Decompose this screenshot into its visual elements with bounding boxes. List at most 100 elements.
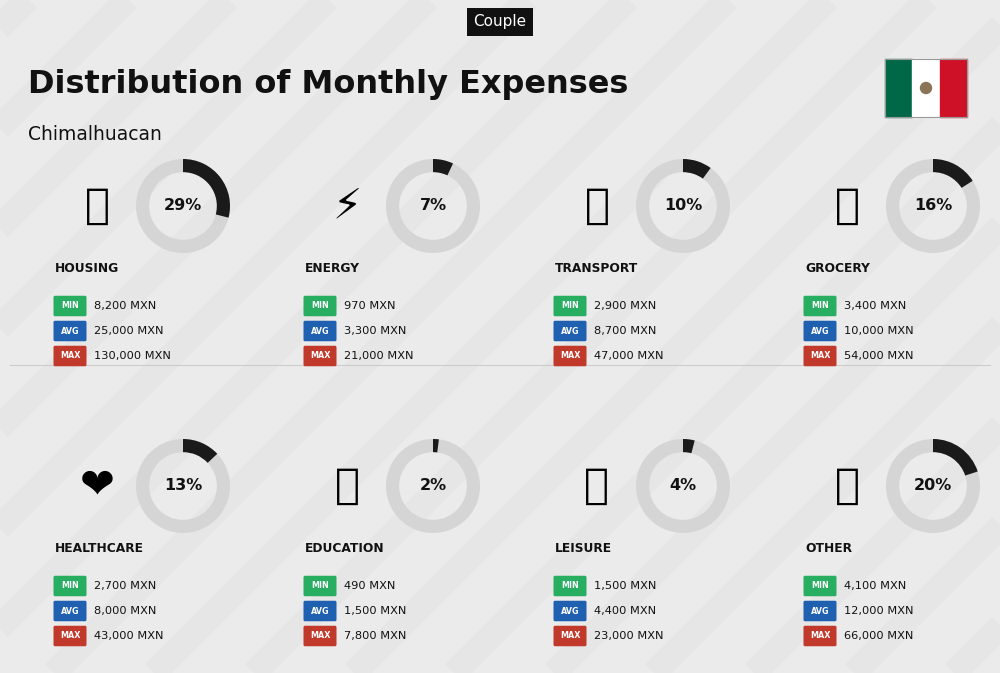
Bar	[940, 59, 967, 117]
Text: Chimalhuacan: Chimalhuacan	[28, 125, 162, 145]
FancyBboxPatch shape	[804, 321, 836, 341]
Text: MIN: MIN	[561, 302, 579, 310]
Text: HEALTHCARE: HEALTHCARE	[55, 542, 144, 555]
Text: 🎓: 🎓	[334, 465, 360, 507]
Text: ⚡: ⚡	[332, 185, 362, 227]
Text: TRANSPORT: TRANSPORT	[555, 262, 638, 275]
Bar	[885, 59, 967, 117]
FancyBboxPatch shape	[554, 575, 586, 596]
Wedge shape	[433, 439, 439, 452]
Text: 🚌: 🚌	[584, 185, 610, 227]
Text: AVG: AVG	[561, 606, 579, 616]
FancyBboxPatch shape	[303, 295, 336, 316]
FancyBboxPatch shape	[804, 601, 836, 621]
Text: 4,100 MXN: 4,100 MXN	[844, 581, 906, 591]
Text: 970 MXN: 970 MXN	[344, 301, 395, 311]
Text: MAX: MAX	[60, 351, 80, 361]
Text: 490 MXN: 490 MXN	[344, 581, 395, 591]
FancyBboxPatch shape	[554, 626, 586, 646]
FancyBboxPatch shape	[54, 295, 87, 316]
Wedge shape	[136, 159, 230, 253]
Text: MAX: MAX	[810, 351, 830, 361]
Text: MIN: MIN	[811, 581, 829, 590]
Wedge shape	[183, 439, 217, 463]
Text: 7,800 MXN: 7,800 MXN	[344, 631, 406, 641]
FancyBboxPatch shape	[804, 626, 836, 646]
Text: 7%: 7%	[419, 199, 447, 213]
FancyBboxPatch shape	[804, 346, 836, 366]
FancyBboxPatch shape	[303, 321, 336, 341]
FancyBboxPatch shape	[554, 346, 586, 366]
FancyBboxPatch shape	[554, 295, 586, 316]
Wedge shape	[886, 159, 980, 253]
Text: 16%: 16%	[914, 199, 952, 213]
Text: AVG: AVG	[811, 326, 829, 336]
Text: OTHER: OTHER	[805, 542, 852, 555]
Text: AVG: AVG	[811, 606, 829, 616]
Text: MAX: MAX	[560, 631, 580, 641]
Text: AVG: AVG	[61, 606, 79, 616]
Wedge shape	[933, 159, 973, 188]
Text: 8,200 MXN: 8,200 MXN	[94, 301, 156, 311]
Wedge shape	[636, 159, 730, 253]
Bar	[912, 59, 940, 117]
Text: 25,000 MXN: 25,000 MXN	[94, 326, 164, 336]
Text: 10,000 MXN: 10,000 MXN	[844, 326, 914, 336]
Text: MIN: MIN	[61, 302, 79, 310]
Wedge shape	[933, 439, 978, 476]
Text: 🛒: 🛒	[835, 185, 860, 227]
Text: 2,900 MXN: 2,900 MXN	[594, 301, 656, 311]
FancyBboxPatch shape	[303, 346, 336, 366]
FancyBboxPatch shape	[303, 601, 336, 621]
FancyBboxPatch shape	[54, 346, 87, 366]
Text: 2%: 2%	[419, 479, 447, 493]
Text: 1,500 MXN: 1,500 MXN	[594, 581, 656, 591]
FancyBboxPatch shape	[804, 295, 836, 316]
Text: HOUSING: HOUSING	[55, 262, 119, 275]
Text: ❤️: ❤️	[80, 465, 114, 507]
FancyBboxPatch shape	[54, 575, 87, 596]
Text: EDUCATION: EDUCATION	[305, 542, 385, 555]
Wedge shape	[386, 159, 480, 253]
FancyBboxPatch shape	[554, 601, 586, 621]
Text: 130,000 MXN: 130,000 MXN	[94, 351, 171, 361]
Text: AVG: AVG	[561, 326, 579, 336]
Text: LEISURE: LEISURE	[555, 542, 612, 555]
Text: Distribution of Monthly Expenses: Distribution of Monthly Expenses	[28, 69, 628, 100]
Text: MIN: MIN	[311, 302, 329, 310]
Text: Couple: Couple	[473, 15, 527, 30]
Text: MAX: MAX	[310, 631, 330, 641]
Wedge shape	[683, 159, 711, 178]
Text: MAX: MAX	[60, 631, 80, 641]
Text: 43,000 MXN: 43,000 MXN	[94, 631, 164, 641]
Circle shape	[920, 83, 932, 94]
Text: 13%: 13%	[164, 479, 202, 493]
FancyBboxPatch shape	[54, 626, 87, 646]
FancyBboxPatch shape	[54, 321, 87, 341]
Text: AVG: AVG	[311, 606, 329, 616]
Text: MAX: MAX	[310, 351, 330, 361]
Text: 12,000 MXN: 12,000 MXN	[844, 606, 914, 616]
Wedge shape	[683, 439, 695, 453]
Text: AVG: AVG	[61, 326, 79, 336]
Text: 20%: 20%	[914, 479, 952, 493]
Bar	[885, 59, 912, 117]
Wedge shape	[136, 439, 230, 533]
Text: MIN: MIN	[61, 581, 79, 590]
Wedge shape	[183, 159, 230, 217]
FancyBboxPatch shape	[804, 575, 836, 596]
Text: 👜: 👜	[835, 465, 860, 507]
Text: 3,400 MXN: 3,400 MXN	[844, 301, 906, 311]
Text: 4%: 4%	[669, 479, 697, 493]
Text: 54,000 MXN: 54,000 MXN	[844, 351, 914, 361]
Text: 2,700 MXN: 2,700 MXN	[94, 581, 156, 591]
Text: 47,000 MXN: 47,000 MXN	[594, 351, 664, 361]
Text: ENERGY: ENERGY	[305, 262, 360, 275]
Wedge shape	[636, 439, 730, 533]
Text: 8,000 MXN: 8,000 MXN	[94, 606, 156, 616]
Text: 21,000 MXN: 21,000 MXN	[344, 351, 414, 361]
Text: 29%: 29%	[164, 199, 202, 213]
FancyBboxPatch shape	[54, 601, 87, 621]
Text: 10%: 10%	[664, 199, 702, 213]
Text: 🛍️: 🛍️	[584, 465, 610, 507]
